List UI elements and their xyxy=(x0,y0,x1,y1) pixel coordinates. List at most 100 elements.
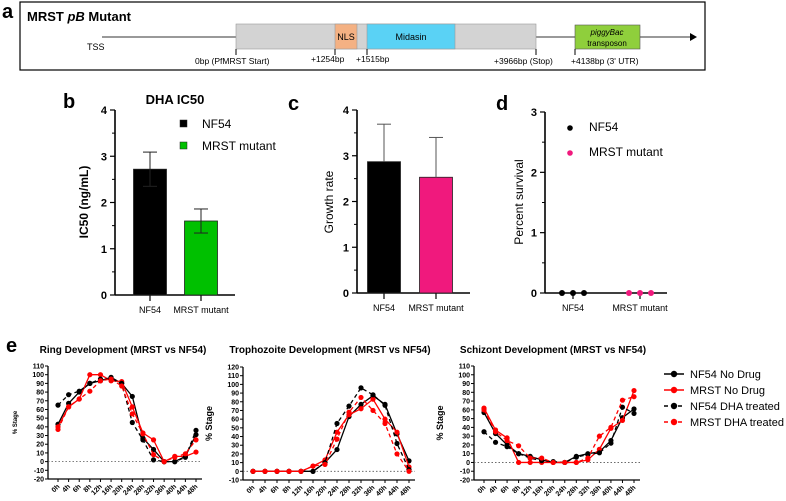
y-tick-label: 20 xyxy=(462,442,470,449)
y-tick-label: 4 xyxy=(343,105,350,117)
y-tick-label: 2 xyxy=(531,167,537,179)
piggybac-label: piggyBac xyxy=(590,28,624,37)
data-point xyxy=(581,290,587,296)
data-point xyxy=(161,459,167,465)
y-tick-label: 50 xyxy=(231,425,239,432)
series-line-nf54-dha-treated xyxy=(253,386,410,472)
y-tick-label: 60 xyxy=(231,417,239,424)
series-line-mrst-dha-treated xyxy=(253,396,410,472)
data-point xyxy=(619,417,626,423)
y-tick-label: 40 xyxy=(231,434,239,441)
position-1254: +1254bp xyxy=(311,54,345,64)
y-tick-label: 0 xyxy=(235,469,239,476)
y-tick-label: -10 xyxy=(229,478,239,485)
legend-swatch xyxy=(179,141,188,150)
data-point xyxy=(87,388,93,394)
x-tick-label: 16h xyxy=(303,484,316,497)
panel-a-gene-map: a MRST pB Mutant TSS NLS Midasin piggyBa… xyxy=(2,1,706,71)
x-tick-label: 48h xyxy=(186,483,199,496)
data-point xyxy=(346,409,352,415)
data-point xyxy=(358,406,364,412)
y-tick-label: 110 xyxy=(459,364,470,371)
data-point xyxy=(370,392,376,398)
y-tick-label: 100 xyxy=(227,382,239,389)
data-point xyxy=(608,424,614,430)
data-point xyxy=(504,444,510,450)
data-point xyxy=(492,439,499,445)
data-point xyxy=(619,404,626,410)
data-point xyxy=(481,429,487,435)
legend-marker xyxy=(567,150,573,156)
chart-b: 0 1 2 3 4 NF54 MRST mutant DHA IC50 IC50 (ng/mL)… xyxy=(77,92,276,315)
data-point xyxy=(193,432,199,438)
transposon-label: transposon xyxy=(587,39,627,48)
legend-label: MRST DHA treated xyxy=(690,417,784,429)
data-point xyxy=(129,404,135,410)
data-point xyxy=(608,440,614,446)
data-point xyxy=(334,436,340,442)
data-point xyxy=(516,451,522,457)
data-point xyxy=(527,455,533,461)
y-tick-label: 80 xyxy=(36,390,44,397)
position-3utr: +4138bp (3' UTR) xyxy=(571,56,639,66)
y-tick-label: 4 xyxy=(101,105,108,117)
x-tick-label: 20h xyxy=(543,484,556,497)
panel-label-e: e xyxy=(6,335,17,357)
legend-label: MRST mutant xyxy=(589,145,663,159)
x-tick-label: 6h xyxy=(500,484,511,495)
data-point xyxy=(76,388,82,394)
data-point xyxy=(631,410,637,416)
data-point xyxy=(637,290,643,296)
bar-nf54 xyxy=(133,168,167,296)
y-tick-label: 2 xyxy=(343,197,349,209)
data-point xyxy=(504,437,510,444)
x-tick-label: MRST mutant xyxy=(173,305,229,315)
position-1515: +1515bp xyxy=(356,54,390,64)
data-point xyxy=(648,290,654,296)
y-tick-label: 50 xyxy=(462,416,470,423)
data-point xyxy=(406,468,412,474)
data-point xyxy=(631,394,637,400)
data-point xyxy=(97,378,104,384)
y-tick-label: 120 xyxy=(227,365,239,372)
y-tick-label: 70 xyxy=(462,399,470,406)
legend-label: MRST mutant xyxy=(202,139,276,153)
y-tick-label: 80 xyxy=(231,399,239,406)
y-tick-label: 10 xyxy=(462,451,470,458)
data-point xyxy=(172,454,178,460)
data-point xyxy=(129,393,135,400)
y-tick-label: 30 xyxy=(231,443,239,450)
x-tick-label: 12h xyxy=(520,484,533,497)
series-line-mrst-no-drug xyxy=(57,374,197,463)
data-point xyxy=(481,407,487,413)
data-point xyxy=(516,443,522,449)
data-point xyxy=(334,420,340,427)
data-point xyxy=(370,396,376,402)
y-tick-label: 90 xyxy=(36,381,44,388)
data-point xyxy=(527,459,533,466)
position-stop: +3966bp (Stop) xyxy=(494,56,553,66)
y-axis-label: IC50 (ng/mL) xyxy=(77,166,91,239)
data-point xyxy=(150,452,157,458)
x-tick-label: 0h xyxy=(51,483,62,494)
data-point xyxy=(55,426,61,433)
y-tick-label: 50 xyxy=(36,416,44,423)
data-point xyxy=(274,468,280,474)
y-tick-label: -10 xyxy=(460,469,470,476)
y-tick-label: -20 xyxy=(460,478,470,485)
data-point xyxy=(596,450,602,456)
y-tick-label: 10 xyxy=(36,450,44,457)
x-tick-label: 28h xyxy=(339,484,352,497)
data-point xyxy=(76,396,82,402)
data-point xyxy=(559,290,565,296)
y-tick-label: 30 xyxy=(36,433,44,440)
y-tick-label: 0 xyxy=(101,290,107,302)
data-point xyxy=(150,457,157,463)
data-point xyxy=(382,416,388,422)
legend-marker xyxy=(567,125,573,131)
data-point xyxy=(298,468,304,474)
chart-title: Schizont Development (MRST vs NF54) xyxy=(460,345,646,356)
x-tick-label: 8h xyxy=(282,484,293,495)
